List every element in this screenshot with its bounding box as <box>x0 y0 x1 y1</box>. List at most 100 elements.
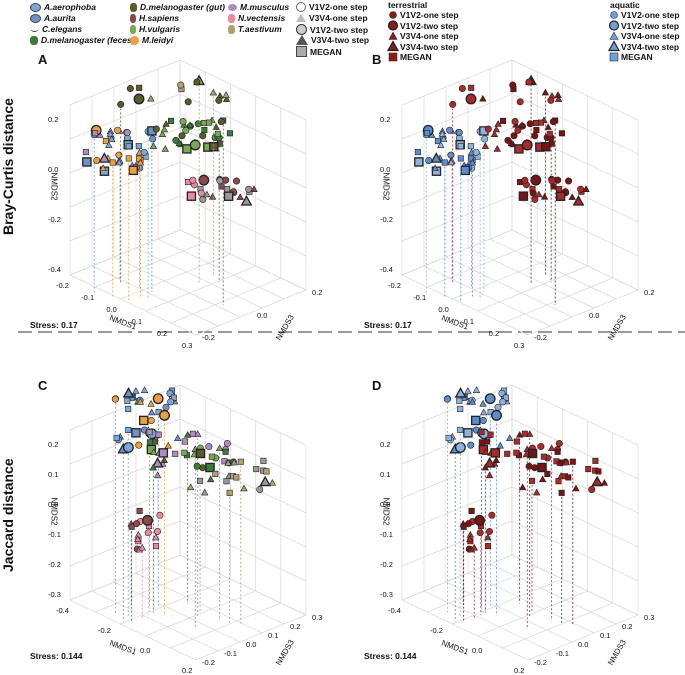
panel-c-point-25 <box>138 415 149 426</box>
legend-species-2: A.aurita <box>30 13 76 23</box>
legend-method-5: MEGAN <box>296 46 342 57</box>
panel-d-point-116 <box>556 459 564 466</box>
panel-a-point-35 <box>105 141 113 148</box>
panel-d-ylabel: NMDS2 <box>381 496 391 526</box>
panel-c-point-107 <box>253 466 260 473</box>
panel-d-point-28 <box>502 394 509 401</box>
panel-a-point-38 <box>109 159 116 166</box>
panel-a-point-110 <box>126 85 134 93</box>
panel-d-xtick-2: -0.2 <box>430 626 443 635</box>
panel-a-point-74 <box>206 119 213 126</box>
panel-a-ztick-1: 0.2 <box>312 288 323 297</box>
panel-d-grid-left-h-4 <box>401 418 513 465</box>
legend-method-4: V3V4-two step <box>296 35 369 45</box>
panel-a-grid-left-h-5 <box>69 59 181 106</box>
panel-b-point-34 <box>439 135 448 143</box>
panel-b-point-95 <box>529 189 537 197</box>
panel-c-point-40 <box>159 409 170 421</box>
panel-b-point-103 <box>540 192 549 200</box>
panel-b-point-18 <box>414 157 424 167</box>
panel-c-point-48 <box>183 430 192 438</box>
legend-aquatic-marker-2 <box>608 20 620 31</box>
panel-c-point-32 <box>140 386 149 393</box>
panel-a-ytick-1: 0.2 <box>48 115 59 124</box>
panel-b-ylabel: NMDS2 <box>381 171 391 201</box>
panel-a-point-18 <box>82 157 92 167</box>
panel-d-point-35 <box>479 399 487 407</box>
legend-terrestrial-label-2: V1V2-two step <box>400 20 459 31</box>
panel-d-point-59 <box>513 449 520 456</box>
panel-c-point-90 <box>152 533 160 541</box>
panel-a-point-32 <box>123 129 131 137</box>
panel-b-point-102 <box>556 186 563 193</box>
panel-c-point-66 <box>195 448 206 459</box>
panel-a-point-105 <box>184 98 192 106</box>
panel-letter-a: A <box>38 52 48 67</box>
panel-b-ztick-3: -0.2 <box>534 333 547 342</box>
legend-aquatic-label-5: MEGAN <box>621 52 653 62</box>
panel-b-grid-floor-b-4 <box>502 277 613 324</box>
panel-c-point-62 <box>222 448 229 455</box>
panel-c-grid-floor-b-4 <box>170 602 281 649</box>
legend-aquatic-label-2: V1V2-two step <box>621 20 680 31</box>
panel-d-point-110 <box>562 458 570 466</box>
panel-d-grid-floor-b-3 <box>477 590 588 637</box>
legend-species-3: C.elegans <box>30 24 82 34</box>
legend-aquatic-label-4: V3V4-two step <box>621 41 680 52</box>
legend-terrestrial-marker-5 <box>388 52 398 62</box>
panel-d-point-119 <box>518 483 527 491</box>
panel-a-ztick-3: -0.2 <box>202 333 215 342</box>
panel-d-point-120 <box>555 478 562 485</box>
panel-c-point-99 <box>138 543 146 551</box>
panel-a-point-107 <box>222 95 231 102</box>
panel-c-point-49 <box>205 462 215 473</box>
panel-a-point-96 <box>203 190 211 198</box>
panel-c-point-77 <box>150 448 158 455</box>
legend-aquatic-marker-1 <box>610 11 618 19</box>
panel-d-point-55 <box>485 471 494 479</box>
panel-c-grid-floor-b-5 <box>195 614 307 661</box>
panel-d-point-22 <box>505 434 514 442</box>
panel-b-xtick-2: -0.1 <box>413 293 427 302</box>
panel-a-point-67 <box>226 130 233 137</box>
panel-b-point-107 <box>554 95 563 102</box>
panel-b-point-49 <box>484 125 492 133</box>
panel-a-point-71 <box>161 145 169 152</box>
panel-a-grid-left-h-2 <box>69 161 181 208</box>
panel-d-point-98 <box>474 514 486 526</box>
panel-b-point-98 <box>521 176 529 184</box>
panel-a-point-50 <box>168 117 175 124</box>
panel-c-point-109 <box>268 478 277 486</box>
panel-b-point-84 <box>565 177 573 185</box>
panel-c-point-19 <box>132 387 140 394</box>
panel-d-ztick-5: -0.1 <box>556 649 569 658</box>
panel-c-point-112 <box>212 470 219 477</box>
panel-b-point-65 <box>546 130 553 137</box>
panel-b-point-75 <box>533 126 540 134</box>
panel-c-grid-floor-b-0 <box>69 554 181 601</box>
panel-d-point-49 <box>537 462 547 473</box>
legend-species-7: H.vulgaris <box>130 24 180 34</box>
panel-d-point-31 <box>457 426 464 433</box>
panel-d-point-11 <box>479 416 487 424</box>
panel-c-point-31 <box>125 426 132 433</box>
legend-method-3: V1V2-two step <box>296 24 368 35</box>
panel-a-xtick-6: 0.3 <box>182 341 193 350</box>
panel-c-xtick-2: -0.2 <box>98 626 111 635</box>
panel-b-point-55 <box>481 142 490 149</box>
panel-b-point-57 <box>492 125 501 133</box>
panel-d-point-54 <box>478 429 485 436</box>
panel-b-point-70 <box>504 136 512 144</box>
legend-terrestrial-label-5: MEGAN <box>400 52 432 62</box>
panel-c-point-101 <box>144 529 152 537</box>
panel-b-point-39 <box>431 164 439 172</box>
panel-d-point-62 <box>554 448 561 455</box>
panel-c-point-116 <box>224 459 232 466</box>
panel-c-xtick-3: 0.0 <box>140 646 151 655</box>
stress-a: Stress: 0.17 <box>30 320 78 330</box>
panel-c-grid-left-h-1 <box>69 520 181 567</box>
panel-a-point-28 <box>149 135 157 143</box>
panel-a-point-55 <box>149 142 158 149</box>
panel-b-xtick-6: 0.3 <box>514 341 525 350</box>
panel-a-point-83 <box>240 195 253 206</box>
